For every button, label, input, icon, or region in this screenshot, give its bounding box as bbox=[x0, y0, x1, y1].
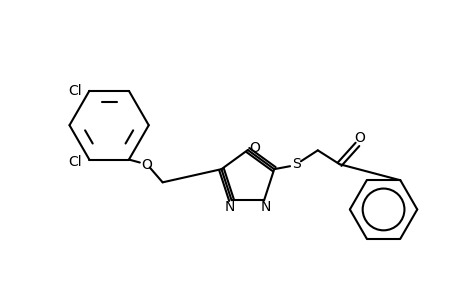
Text: Cl: Cl bbox=[68, 154, 82, 169]
Text: O: O bbox=[249, 141, 260, 155]
Text: O: O bbox=[141, 158, 152, 172]
Text: N: N bbox=[260, 200, 271, 214]
Text: S: S bbox=[291, 157, 300, 171]
Text: N: N bbox=[224, 200, 234, 214]
Text: Cl: Cl bbox=[68, 84, 82, 98]
Text: O: O bbox=[353, 131, 364, 146]
